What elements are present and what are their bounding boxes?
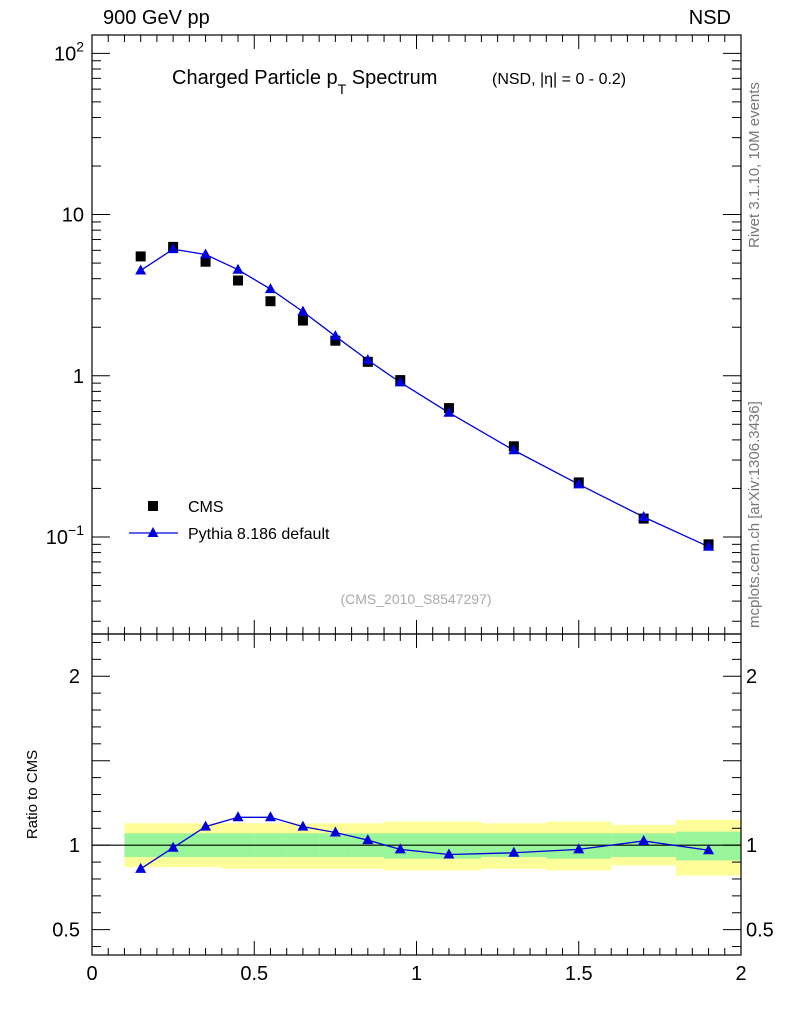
source-label: mcplots.cern.ch [arXiv:1306.3436] <box>746 401 763 628</box>
ratio-y-tick-label-right: 0.5 <box>746 920 774 942</box>
ratio-point <box>394 843 406 854</box>
ratio-point <box>232 811 244 822</box>
x-tick-label: 1 <box>411 963 422 985</box>
header-left-label: 900 GeV pp <box>103 7 210 29</box>
ratio-point <box>167 841 179 852</box>
cms-point <box>135 251 146 262</box>
ratio-y-tick-label: 2 <box>69 666 80 688</box>
cms-point <box>233 275 244 286</box>
pythia-point <box>297 305 309 316</box>
y-tick-label: 10 <box>62 205 84 227</box>
ratio-line <box>140 816 709 870</box>
ratio-point <box>362 834 374 845</box>
ratio-point <box>638 834 650 845</box>
cms-point <box>200 256 211 267</box>
ratio-y-tick-label: 0.5 <box>52 920 80 942</box>
pythia-point <box>232 263 244 274</box>
pythia-point <box>703 540 715 551</box>
pythia-point <box>443 406 455 417</box>
lower-plot-frame <box>91 633 742 956</box>
legend-cms-marker <box>148 501 158 511</box>
ratio-point <box>573 843 585 854</box>
y-tick-label: 1 <box>73 366 84 388</box>
rivet-version-label: Rivet 3.1.10, 10M events <box>746 82 763 248</box>
analysis-tag: (CMS_2010_S8547297) <box>341 591 492 607</box>
ratio-point <box>297 820 309 831</box>
pythia-point <box>638 510 650 521</box>
chart-title: Charged Particle pT Spectrum <box>172 67 437 97</box>
pythia-point <box>508 444 520 455</box>
y-tick-label: 10−1 <box>46 522 84 549</box>
ratio-point <box>703 844 715 855</box>
x-tick-label: 0 <box>86 963 97 985</box>
cms-point <box>297 315 308 326</box>
legend-pythia-marker <box>147 527 159 537</box>
x-tick-label: 2 <box>735 963 746 985</box>
pythia-point <box>329 330 341 341</box>
ratio-y-tick-label-right: 1 <box>746 835 757 857</box>
x-tick-label: 0.5 <box>240 963 268 985</box>
pythia-point <box>135 264 147 275</box>
pythia-point <box>264 283 276 294</box>
ratio-point <box>508 846 520 857</box>
pythia-point <box>573 478 585 489</box>
cms-point <box>330 335 341 346</box>
chart-title-suffix: (NSD, |η| = 0 - 0.2) <box>492 71 626 88</box>
pythia-point <box>362 354 374 365</box>
y-tick-label: 102 <box>54 38 84 65</box>
pythia-point <box>394 376 406 387</box>
cms-point <box>265 296 276 307</box>
ratio-point <box>264 811 276 822</box>
pythia-point <box>200 248 212 259</box>
legend-cms-label: CMS <box>188 499 224 516</box>
upper-plot-frame <box>91 34 742 635</box>
ratio-y-tick-label-right: 2 <box>746 666 757 688</box>
legend-pythia-label: Pythia 8.186 default <box>188 526 330 543</box>
header-right-label: NSD <box>688 7 731 29</box>
ratio-y-axis-label: Ratio to CMS <box>24 750 41 839</box>
ratio-y-tick-label: 1 <box>69 835 80 857</box>
ratio-point <box>329 826 341 837</box>
pythia-line <box>140 248 709 548</box>
ratio-point <box>200 820 212 831</box>
pythia-point <box>167 243 179 254</box>
ratio-point <box>135 862 147 873</box>
ratio-point <box>443 848 455 859</box>
x-tick-label: 1.5 <box>565 963 593 985</box>
